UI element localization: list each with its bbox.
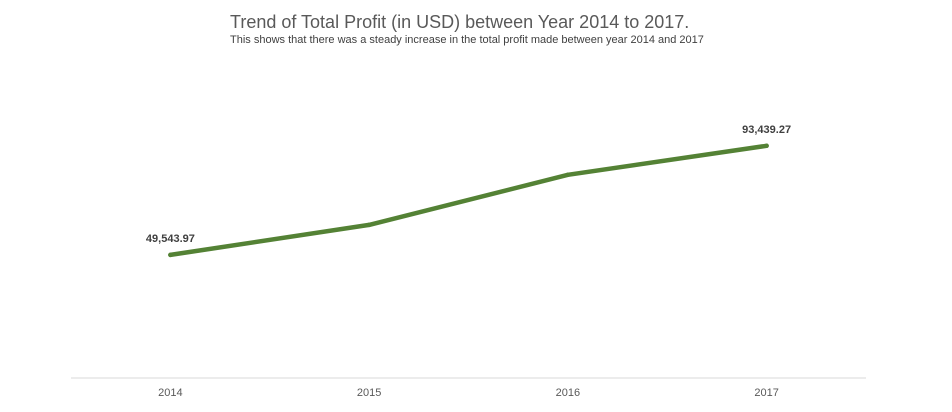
x-tick-label-2014: 2014 — [158, 387, 182, 399]
data-label-2014: 49,543.97 — [146, 233, 195, 245]
data-point-2016 — [565, 172, 571, 178]
x-axis-ticks: 2014 2015 2016 2017 — [158, 387, 779, 399]
data-label-2017: 93,439.27 — [742, 124, 791, 136]
chart-subtitle: This shows that there was a steady incre… — [230, 34, 704, 46]
x-tick-label-2017: 2017 — [754, 387, 778, 399]
data-point-2015 — [366, 222, 372, 228]
x-tick-label-2015: 2015 — [357, 387, 381, 399]
data-labels-layer: 49,543.97 93,439.27 — [146, 124, 791, 245]
data-point-2014 — [168, 252, 173, 258]
series-layer — [168, 143, 769, 258]
data-point-2017 — [764, 143, 769, 149]
series-line — [168, 143, 769, 258]
x-tick-label-2016: 2016 — [556, 387, 580, 399]
chart-title: Trend of Total Profit (in USD) between Y… — [230, 12, 689, 32]
